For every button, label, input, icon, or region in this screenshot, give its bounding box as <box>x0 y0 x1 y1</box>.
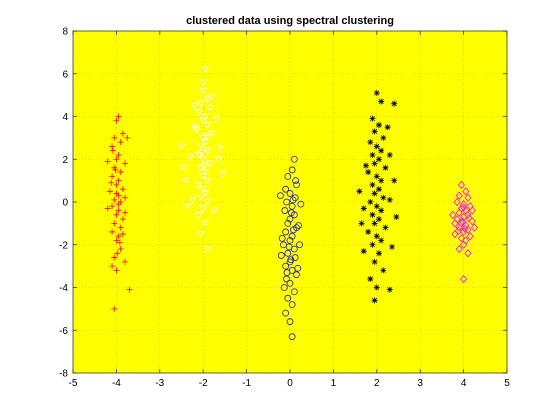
data-point-asterisk <box>359 220 365 226</box>
y-tick-label: 0 <box>62 198 68 209</box>
y-tick-label: -2 <box>59 240 68 251</box>
data-point-asterisk <box>369 212 375 218</box>
data-point-asterisk <box>372 259 378 265</box>
data-point-asterisk <box>365 229 371 235</box>
data-point-asterisk <box>391 101 397 107</box>
data-point-asterisk <box>369 152 375 158</box>
data-point-asterisk <box>387 287 393 293</box>
chart-title: clustered data using spectral clustering <box>186 15 394 27</box>
y-tick-label: 2 <box>62 155 68 166</box>
y-tick-label: 8 <box>62 27 68 38</box>
data-point-asterisk <box>369 182 375 188</box>
data-point-asterisk <box>356 188 362 194</box>
data-point-asterisk <box>391 178 397 184</box>
x-tick-label: 2 <box>374 378 380 389</box>
data-point-asterisk <box>372 128 378 134</box>
data-point-asterisk <box>367 276 373 282</box>
x-tick-label: -3 <box>155 378 164 389</box>
data-point-asterisk <box>376 122 382 128</box>
data-point-asterisk <box>374 90 380 96</box>
x-tick-label: -5 <box>69 378 78 389</box>
y-tick-label: -6 <box>59 326 68 337</box>
x-tick-label: 5 <box>504 378 510 389</box>
data-point-asterisk <box>369 116 375 122</box>
x-tick-label: -2 <box>199 378 208 389</box>
data-point-asterisk <box>378 178 384 184</box>
data-point-asterisk <box>385 124 391 130</box>
data-point-asterisk <box>369 242 375 248</box>
data-point-asterisk <box>382 225 388 231</box>
data-point-asterisk <box>361 205 367 211</box>
data-point-asterisk <box>389 244 395 250</box>
data-point-asterisk <box>376 250 382 256</box>
data-point-asterisk <box>387 152 393 158</box>
data-point-asterisk <box>372 297 378 303</box>
data-point-asterisk <box>367 139 373 145</box>
y-tick-label: -8 <box>59 369 68 380</box>
data-point-asterisk <box>378 237 384 243</box>
data-point-asterisk <box>378 148 384 154</box>
data-point-asterisk <box>387 197 393 203</box>
data-point-asterisk <box>367 199 373 205</box>
data-point-asterisk <box>382 165 388 171</box>
x-tick-label: -1 <box>242 378 251 389</box>
data-point-asterisk <box>378 208 384 214</box>
data-point-asterisk <box>365 169 371 175</box>
data-point-asterisk <box>380 135 386 141</box>
data-point-asterisk <box>378 99 384 105</box>
data-point-asterisk <box>372 161 378 167</box>
data-point-asterisk <box>372 190 378 196</box>
data-point-asterisk <box>363 163 369 169</box>
data-point-asterisk <box>361 248 367 254</box>
data-point-asterisk <box>372 220 378 226</box>
data-point-asterisk <box>380 195 386 201</box>
y-tick-label: 4 <box>62 112 68 123</box>
x-tick-label: 3 <box>417 378 423 389</box>
x-tick-label: 1 <box>331 378 337 389</box>
data-point-asterisk <box>380 267 386 273</box>
x-tick-label: 4 <box>461 378 467 389</box>
y-tick-label: 6 <box>62 69 68 80</box>
data-point-asterisk <box>393 214 399 220</box>
y-tick-label: -4 <box>59 283 68 294</box>
x-tick-label: -4 <box>112 378 121 389</box>
x-tick-label: 0 <box>287 378 293 389</box>
data-point-asterisk <box>374 285 380 291</box>
